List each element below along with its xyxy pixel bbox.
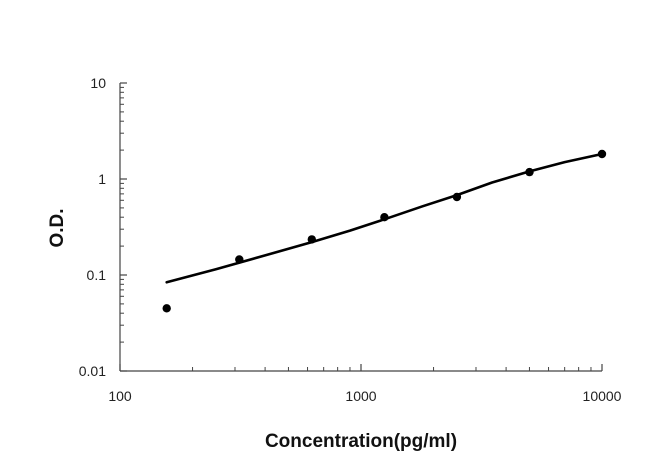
data-point	[307, 235, 316, 244]
data-point	[452, 192, 462, 202]
x-axis-title: Concentration(pg/ml)	[265, 431, 457, 452]
x-tick-label: 10000	[583, 388, 622, 404]
fit-curve	[165, 152, 604, 284]
y-tick-label: 0.01	[79, 363, 106, 379]
data-point	[162, 304, 171, 313]
x-tick-label: 100	[108, 388, 132, 404]
fit-curve-group	[165, 152, 604, 284]
y-axis-title: O.D.	[47, 208, 68, 247]
data-point	[525, 167, 534, 177]
y-tick-label: 10	[90, 75, 106, 91]
x-tick-label: 1000	[345, 388, 376, 404]
tick-marks	[119, 82, 603, 372]
y-tick-label: 0.1	[87, 267, 107, 283]
data-point	[235, 255, 244, 264]
data-point	[380, 213, 389, 222]
data-point	[597, 149, 607, 159]
y-tick-label: 1	[98, 171, 106, 187]
data-points-group	[162, 149, 607, 313]
